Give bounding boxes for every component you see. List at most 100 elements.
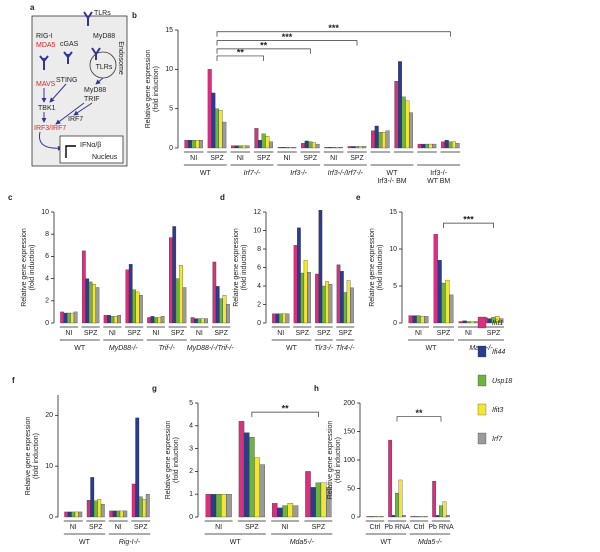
bar <box>435 515 440 518</box>
significance-bracket <box>216 31 451 37</box>
y-tick-label: 12 <box>253 209 261 216</box>
bar <box>413 516 418 518</box>
label: IRF7 <box>68 116 83 123</box>
bar <box>277 507 283 518</box>
bar <box>107 315 111 324</box>
bar <box>416 315 421 324</box>
legend-swatch <box>477 345 487 358</box>
bar <box>444 139 449 149</box>
group-label: Irf3-/- BM <box>377 178 406 185</box>
significance-bracket <box>443 222 494 229</box>
x-tick-label: SPZ <box>312 524 326 531</box>
bar <box>191 139 196 149</box>
bar <box>303 259 308 324</box>
significance-label: *** <box>282 32 293 42</box>
bar <box>272 503 278 518</box>
bar <box>238 421 245 518</box>
bar <box>103 315 108 324</box>
bar <box>142 499 147 518</box>
bar <box>448 141 453 149</box>
bar <box>210 494 217 518</box>
y-tick-label: 15 <box>389 209 397 216</box>
y-axis-label: Relative gene expression <box>369 228 376 307</box>
x-tick-label: NI <box>465 330 472 337</box>
bar <box>182 287 187 324</box>
bar <box>499 318 504 324</box>
bar <box>150 316 155 324</box>
y-axis-label: (fold induction) <box>29 245 36 291</box>
legend-swatch <box>477 403 487 416</box>
bar <box>254 457 260 518</box>
bar <box>315 482 322 518</box>
x-tick-label: SPZ <box>304 155 318 162</box>
y-axis-label: (fold induction) <box>153 66 160 112</box>
y-axis-label: (fold induction) <box>33 433 40 479</box>
group-label: WT <box>381 539 393 546</box>
label: MyD88 <box>93 33 115 40</box>
bar <box>379 516 384 518</box>
panel-label: h <box>314 384 319 393</box>
bar <box>125 269 130 324</box>
bar <box>168 237 173 324</box>
bar <box>128 264 133 324</box>
bar <box>226 494 232 518</box>
promoter <box>65 145 76 158</box>
bar <box>369 516 374 518</box>
y-axis-label: (fold induction) <box>335 437 342 483</box>
chart: c 0 2 4 6 8 10 Relative gene expression (fold in… <box>8 193 234 352</box>
legend-label: Irf7 <box>492 436 503 443</box>
x-tick-label: SPZ <box>437 330 451 337</box>
x-tick-label: SPZ <box>214 330 228 337</box>
label: TLRs <box>96 64 113 71</box>
bar <box>113 316 118 324</box>
label: TBK1 <box>38 105 56 112</box>
group-label: WT <box>79 539 91 546</box>
group-label: Tlr4-/- <box>336 345 355 352</box>
bar <box>197 318 202 324</box>
y-tick-label: 0 <box>393 320 397 327</box>
bar <box>320 482 327 518</box>
y-axis-label: (fold induction) <box>377 245 384 291</box>
bar <box>175 278 180 324</box>
bar <box>315 273 319 324</box>
legend-label: Ifit1 <box>492 320 503 327</box>
significance-label: *** <box>328 23 339 33</box>
bar <box>70 312 75 324</box>
bar <box>281 147 286 149</box>
bar <box>293 245 298 324</box>
bar <box>445 515 450 518</box>
bar <box>64 511 69 518</box>
bar <box>378 132 383 149</box>
bar <box>442 501 447 518</box>
bar <box>254 128 259 149</box>
y-tick-label: 0 <box>189 514 193 521</box>
label: STING <box>56 77 77 84</box>
bar <box>401 515 406 518</box>
significance-label: ** <box>237 47 245 57</box>
group-label: Mda5-/- <box>418 539 443 546</box>
bar <box>297 227 301 324</box>
bar <box>328 147 332 149</box>
significance-bracket <box>216 40 358 46</box>
bar <box>394 80 399 149</box>
bar <box>119 510 124 518</box>
y-tick-label: 2 <box>45 298 49 305</box>
bar <box>376 516 381 518</box>
bar <box>282 505 288 518</box>
label: Endosome <box>117 41 124 75</box>
bar <box>288 147 293 149</box>
nucleus <box>59 135 124 164</box>
bar <box>385 130 390 149</box>
bar <box>194 318 198 324</box>
bar <box>398 61 402 149</box>
group-label: WT <box>230 539 242 546</box>
significance-label: ** <box>260 40 268 50</box>
x-tick-label: SPZ <box>338 330 352 337</box>
bar <box>204 318 209 324</box>
label: MyD88 <box>84 87 106 94</box>
bar <box>172 226 177 324</box>
bar <box>325 281 329 324</box>
y-tick-label: 4 <box>189 423 193 430</box>
bar <box>437 259 442 324</box>
bar <box>287 503 294 518</box>
